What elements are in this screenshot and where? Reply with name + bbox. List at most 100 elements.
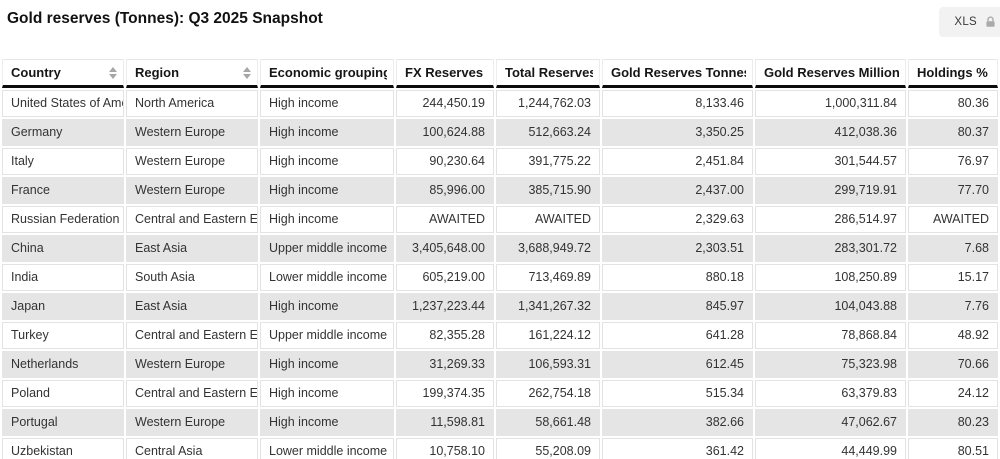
table-cell-gold-reserves-millions: 283,301.72 bbox=[755, 235, 906, 262]
table-cell-gold-reserves-millions: 299,719.91 bbox=[755, 177, 906, 204]
table-cell-gold-reserves-tonnes: 2,437.00 bbox=[602, 177, 753, 204]
column-header-total-reserves[interactable]: Total Reserves bbox=[496, 59, 600, 88]
table-cell-economic-grouping: High income bbox=[260, 409, 394, 436]
table-cell-holdings-pct: 80.37 bbox=[908, 119, 998, 146]
table-cell-region: South Asia bbox=[126, 264, 258, 291]
table-cell-economic-grouping: High income bbox=[260, 206, 394, 233]
table-cell-country: China bbox=[2, 235, 124, 262]
table-cell-country: Russian Federation bbox=[2, 206, 124, 233]
table-cell-economic-grouping: High income bbox=[260, 148, 394, 175]
column-header-country[interactable]: Country bbox=[2, 59, 124, 88]
table-cell-region: Western Europe bbox=[126, 351, 258, 378]
table-cell-region: East Asia bbox=[126, 293, 258, 320]
table-row: Germany Western Europe High income 100,624.… bbox=[2, 119, 998, 146]
table-cell-gold-reserves-tonnes: 2,303.51 bbox=[602, 235, 753, 262]
table-cell-country: Germany bbox=[2, 119, 124, 146]
table-cell-fx-reserves: 199,374.35 bbox=[396, 380, 494, 407]
table-cell-gold-reserves-millions: 108,250.89 bbox=[755, 264, 906, 291]
xls-export-button[interactable]: XLS bbox=[939, 7, 1000, 37]
table-cell-gold-reserves-millions: 412,038.36 bbox=[755, 119, 906, 146]
table-cell-gold-reserves-millions: 47,062.67 bbox=[755, 409, 906, 436]
table-cell-holdings-pct: 80.23 bbox=[908, 409, 998, 436]
table-cell-gold-reserves-tonnes: 361.42 bbox=[602, 438, 753, 459]
table-cell-gold-reserves-millions: 63,379.83 bbox=[755, 380, 906, 407]
column-header-gold-reserves-millions[interactable]: Gold Reserves Millions bbox=[755, 59, 906, 88]
table-cell-economic-grouping: High income bbox=[260, 90, 394, 117]
topbar: Gold reserves (Tonnes): Q3 2025 Snapshot… bbox=[0, 0, 1000, 57]
table-cell-gold-reserves-tonnes: 641.28 bbox=[602, 322, 753, 349]
column-header-fx-reserves[interactable]: FX Reserves bbox=[396, 59, 494, 88]
table-cell-country: Italy bbox=[2, 148, 124, 175]
column-header-holdings-pct[interactable]: Holdings % bbox=[908, 59, 998, 88]
table-row: Japan East Asia High income 1,237,223.44 1,3… bbox=[2, 293, 998, 320]
table-cell-economic-grouping: High income bbox=[260, 380, 394, 407]
table-cell-region: North America bbox=[126, 90, 258, 117]
table-cell-gold-reserves-tonnes: 515.34 bbox=[602, 380, 753, 407]
table-cell-gold-reserves-tonnes: 612.45 bbox=[602, 351, 753, 378]
table-cell-total-reserves: 1,244,762.03 bbox=[496, 90, 600, 117]
table-cell-holdings-pct: 48.92 bbox=[908, 322, 998, 349]
table-cell-holdings-pct: AWAITED bbox=[908, 206, 998, 233]
table-cell-gold-reserves-millions: 44,449.99 bbox=[755, 438, 906, 459]
table-cell-fx-reserves: 82,355.28 bbox=[396, 322, 494, 349]
table-cell-fx-reserves: 605,219.00 bbox=[396, 264, 494, 291]
table-cell-holdings-pct: 77.70 bbox=[908, 177, 998, 204]
table-cell-total-reserves: 512,663.24 bbox=[496, 119, 600, 146]
table-cell-fx-reserves: 100,624.88 bbox=[396, 119, 494, 146]
column-header-gold-reserves-tonnes[interactable]: Gold Reserves Tonnes bbox=[602, 59, 753, 88]
table-cell-total-reserves: 385,715.90 bbox=[496, 177, 600, 204]
xls-export-label: XLS bbox=[954, 16, 977, 28]
table-header-row: Country Region Economic grouping FX Reserve… bbox=[2, 59, 998, 88]
table-cell-total-reserves: 161,224.12 bbox=[496, 322, 600, 349]
table-cell-gold-reserves-tonnes: 880.18 bbox=[602, 264, 753, 291]
table-body: United States of AmericaNorth AmericaHig… bbox=[2, 90, 998, 459]
table-row: Portugal Western Europe High income 11,598.… bbox=[2, 409, 998, 436]
table-cell-holdings-pct: 24.12 bbox=[908, 380, 998, 407]
table-cell-economic-grouping: High income bbox=[260, 293, 394, 320]
table-cell-holdings-pct: 7.68 bbox=[908, 235, 998, 262]
table-cell-economic-grouping: High income bbox=[260, 351, 394, 378]
column-label-total-reserves: Total Reserves bbox=[505, 65, 593, 80]
table-cell-gold-reserves-tonnes: 2,329.63 bbox=[602, 206, 753, 233]
column-header-region[interactable]: Region bbox=[126, 59, 258, 88]
table-cell-gold-reserves-tonnes: 845.97 bbox=[602, 293, 753, 320]
table-cell-fx-reserves: 31,269.33 bbox=[396, 351, 494, 378]
table-cell-total-reserves: 262,754.18 bbox=[496, 380, 600, 407]
table-cell-country: Uzbekistan bbox=[2, 438, 124, 459]
table-cell-gold-reserves-tonnes: 2,451.84 bbox=[602, 148, 753, 175]
table-cell-fx-reserves: AWAITED bbox=[396, 206, 494, 233]
table-cell-fx-reserves: 1,237,223.44 bbox=[396, 293, 494, 320]
table-cell-country: Turkey bbox=[2, 322, 124, 349]
table-cell-total-reserves: 106,593.31 bbox=[496, 351, 600, 378]
table-cell-fx-reserves: 85,996.00 bbox=[396, 177, 494, 204]
table-cell-total-reserves: 713,469.89 bbox=[496, 264, 600, 291]
table-cell-gold-reserves-millions: 286,514.97 bbox=[755, 206, 906, 233]
table-cell-fx-reserves: 244,450.19 bbox=[396, 90, 494, 117]
table-cell-holdings-pct: 76.97 bbox=[908, 148, 998, 175]
table-cell-fx-reserves: 10,758.10 bbox=[396, 438, 494, 459]
table-cell-country: Netherlands bbox=[2, 351, 124, 378]
table-cell-gold-reserves-millions: 75,323.98 bbox=[755, 351, 906, 378]
table-cell-region: Central and Eastern Europe bbox=[126, 206, 258, 233]
table-cell-gold-reserves-millions: 78,868.84 bbox=[755, 322, 906, 349]
sort-icon bbox=[109, 66, 117, 79]
table-cell-country: India bbox=[2, 264, 124, 291]
column-label-holdings-pct: Holdings % bbox=[917, 65, 988, 80]
table-cell-economic-grouping: Lower middle income bbox=[260, 438, 394, 459]
sort-icon bbox=[243, 66, 251, 79]
table-cell-economic-grouping: High income bbox=[260, 177, 394, 204]
table-cell-economic-grouping: High income bbox=[260, 119, 394, 146]
column-header-economic-grouping[interactable]: Economic grouping bbox=[260, 59, 394, 88]
table-cell-region: Central Asia bbox=[126, 438, 258, 459]
table-cell-economic-grouping: Upper middle income bbox=[260, 235, 394, 262]
table-cell-gold-reserves-tonnes: 8,133.46 bbox=[602, 90, 753, 117]
table-row: Italy Western Europe High income 90,230.64 3… bbox=[2, 148, 998, 175]
column-label-gold-reserves-millions: Gold Reserves Millions bbox=[764, 65, 899, 80]
table-cell-region: East Asia bbox=[126, 235, 258, 262]
table-row: Netherlands Western Europe High income 31,2… bbox=[2, 351, 998, 378]
gold-reserves-table: Country Region Economic grouping FX Reserve… bbox=[0, 57, 1000, 459]
column-label-gold-reserves-tonnes: Gold Reserves Tonnes bbox=[611, 65, 746, 80]
